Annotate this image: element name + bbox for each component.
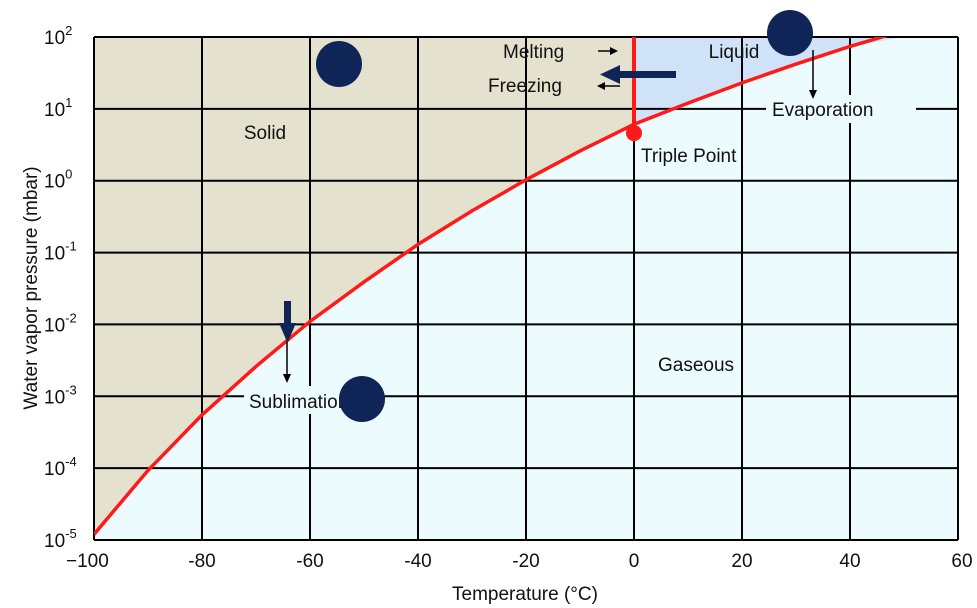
triple-point-marker [626, 125, 642, 142]
sublimation-label: Sublimation [249, 392, 348, 413]
y-axis-title: Water vapor pressure (mbar) [21, 166, 42, 409]
y-axis-ticks: 102 101 100 10-1 10-2 10-3 10-4 10-5 [44, 23, 77, 552]
y-tick-label: 10-3 [44, 382, 77, 408]
marker-dot-liquid [767, 10, 813, 56]
freezing-label: Freezing [488, 76, 562, 97]
y-tick-label: 10-2 [44, 310, 77, 336]
region-label-solid: Solid [244, 123, 286, 144]
x-tick-label: 40 [839, 551, 860, 572]
y-tick-label: 10-4 [44, 454, 77, 480]
melting-arrow [598, 47, 618, 55]
marker-dot-solid [316, 41, 362, 87]
navy-left-arrow [600, 65, 676, 84]
x-tick-label: -80 [188, 551, 215, 572]
freezing-arrow [597, 82, 620, 90]
evaporation-label: Evaporation [772, 100, 873, 121]
marker-dot-sublimation [339, 376, 385, 422]
y-tick-label: 100 [44, 167, 72, 193]
x-axis-title: Temperature (°C) [452, 584, 598, 605]
y-tick-label: 10-5 [44, 526, 77, 552]
x-tick-label: 20 [731, 551, 752, 572]
region-label-gaseous: Gaseous [658, 355, 734, 376]
x-tick-label: −100 [66, 551, 109, 572]
evaporation-label-bg [766, 95, 916, 123]
x-tick-label: -60 [296, 551, 323, 572]
x-tick-label: 0 [629, 551, 640, 572]
x-tick-label: 60 [951, 551, 972, 572]
liquid-region [634, 37, 904, 125]
melting-label: Melting [503, 42, 564, 63]
vapor-pressure-curve [94, 37, 889, 536]
y-tick-label: 101 [44, 95, 72, 121]
navy-down-arrow [279, 301, 296, 343]
x-tick-label: -40 [404, 551, 431, 572]
phase-curves [94, 37, 889, 536]
evaporation-arrow [809, 50, 817, 99]
sublimation-arrow [283, 342, 291, 383]
x-axis-ticks: −100 -80 -60 -40 -20 0 20 40 60 [66, 551, 973, 572]
region-label-liquid: Liquid [709, 42, 760, 63]
solid-region [94, 37, 634, 535]
y-tick-label: 10-1 [44, 239, 77, 265]
triple-point-label: Triple Point [641, 146, 737, 167]
x-tick-label: -20 [512, 551, 539, 572]
y-tick-label: 102 [44, 23, 72, 49]
